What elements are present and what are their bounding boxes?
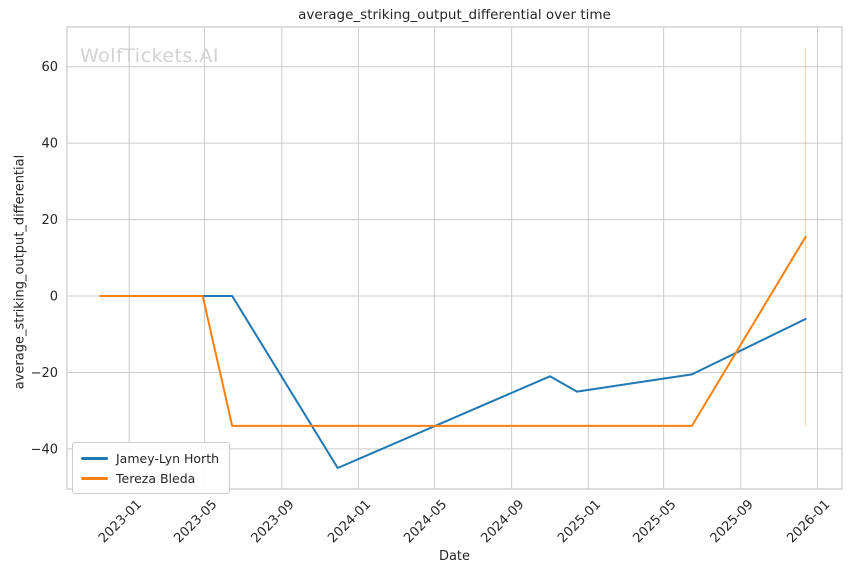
x-tick-label: 2023-05 <box>171 497 220 546</box>
plot-border <box>66 26 843 490</box>
x-tick-label: 2025-05 <box>630 497 679 546</box>
watermark: WolfTickets.AI <box>80 45 220 67</box>
legend-label: Jamey-Lyn Horth <box>116 450 220 466</box>
y-tick-label: 0 <box>50 290 58 305</box>
legend-line-swatch <box>81 456 108 460</box>
series-line-tereza-bleda <box>99 235 807 427</box>
x-tick-label: 2026-01 <box>784 497 833 546</box>
x-axis-label: Date <box>438 549 471 564</box>
y-tick-label: 20 <box>41 213 58 228</box>
legend: Jamey-Lyn Horth Tereza Bleda <box>72 442 231 494</box>
x-tick-label: 2025-01 <box>555 497 604 546</box>
y-tick-label: −40 <box>31 442 58 457</box>
x-tick-label: 2025-09 <box>708 497 757 546</box>
x-tick-label: 2024-05 <box>401 497 450 546</box>
x-tick-label: 2023-01 <box>96 497 145 546</box>
x-tick-label: 2023-09 <box>249 497 298 546</box>
chart-title: average_striking_output_differential ove… <box>298 7 611 23</box>
x-tick-label: 2024-09 <box>478 497 527 546</box>
legend-item: Jamey-Lyn Horth <box>81 448 219 468</box>
x-tick-label: 2024-01 <box>325 497 374 546</box>
legend-line-swatch <box>81 476 108 480</box>
y-tick-label: 60 <box>41 60 58 75</box>
legend-label: Tereza Bleda <box>116 470 196 486</box>
legend-item: Tereza Bleda <box>81 468 219 488</box>
series-line-jamey-lyn-horth <box>99 295 807 469</box>
y-axis-label: average_striking_output_differential <box>12 154 28 390</box>
plot-area <box>67 27 842 489</box>
y-tick-label: 40 <box>41 137 58 152</box>
y-tick-label: −20 <box>31 366 58 381</box>
